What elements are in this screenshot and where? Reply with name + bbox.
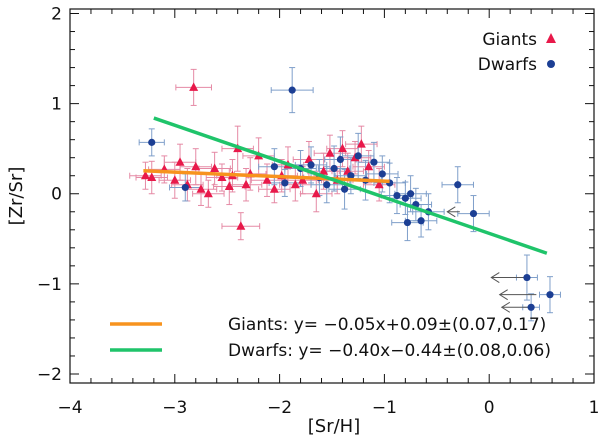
upper-limit-arrowhead <box>500 301 511 313</box>
y-tick-label: 2 <box>51 5 62 25</box>
dwarfs-point <box>288 86 296 94</box>
dwarfs-point <box>336 155 344 164</box>
y-tick-label: 1 <box>51 95 62 115</box>
dwarfs-point <box>401 194 409 202</box>
y-tick-label: 0 <box>51 185 62 205</box>
dwarfs-point <box>270 163 278 171</box>
x-tick-label: 1 <box>589 398 600 418</box>
x-tick-label: −4 <box>57 398 82 418</box>
giants-point <box>262 175 272 184</box>
dwarfs-point <box>340 185 349 193</box>
giants-point <box>147 172 157 182</box>
giants-point <box>175 157 185 166</box>
upper-limit-arrowhead <box>446 206 456 218</box>
giants-point <box>269 184 279 193</box>
dwarfs-point <box>393 191 401 200</box>
legend-dwarfs-marker <box>547 60 555 68</box>
x-tick-label: 0 <box>484 398 495 418</box>
y-tick-label: −1 <box>37 275 62 295</box>
dwarfs-point <box>181 183 189 192</box>
giants-point <box>224 181 234 191</box>
giants-point <box>217 172 227 182</box>
dwarfs-point <box>323 181 331 189</box>
giants-point <box>304 154 314 164</box>
dwarfs-point <box>148 138 156 146</box>
legend-giants-label: Giants <box>482 30 537 50</box>
giants-fit-line <box>143 169 390 184</box>
dwarfs-point <box>281 179 289 187</box>
dwarfs-point <box>378 170 386 178</box>
giants-point <box>170 175 180 184</box>
upper-limit-arrowhead <box>490 272 500 283</box>
giants-point <box>236 221 246 230</box>
dwarfs-point <box>307 161 315 169</box>
giants-point <box>298 175 308 184</box>
giants-point <box>319 166 329 175</box>
giants-point <box>356 139 366 148</box>
giants-point <box>374 179 384 189</box>
legend-dwarfs-label: Dwarfs <box>478 55 537 75</box>
dwarfs-point <box>370 158 378 166</box>
giants-point <box>241 179 251 189</box>
legend-giants-marker <box>546 33 556 43</box>
legend: Giants Dwarfs <box>478 30 556 75</box>
dwarfs-point <box>417 217 425 225</box>
x-tick-label: −1 <box>372 398 397 418</box>
x-axis-title: [Sr/H] <box>308 416 360 437</box>
dwarfs-point <box>407 190 415 198</box>
dwarfs-point <box>527 303 535 311</box>
giants-point <box>364 161 374 171</box>
dwarfs-point <box>403 218 412 227</box>
dwarfs-point <box>454 181 462 189</box>
giants-point <box>189 82 199 91</box>
giants-point <box>290 179 300 189</box>
x-tick-label: −3 <box>162 398 187 418</box>
dwarfs-fit-equation: Dwarfs: y= −0.40x−0.44±(0.08,0.06) <box>228 341 551 361</box>
dwarfs-point <box>354 152 362 160</box>
x-tick-label: −2 <box>267 398 292 418</box>
dwarfs-point <box>469 209 478 218</box>
plot-area: −4 −3 −2 −1 0 1 −2 −1 0 1 2 <box>37 5 599 418</box>
plot-frame <box>69 8 595 384</box>
dwarfs-point <box>523 273 531 282</box>
upper-limit-arrowhead <box>498 289 508 301</box>
giants-point <box>210 163 220 173</box>
giants-fit-equation: Giants: y= −0.05x+0.09±(0.07,0.17) <box>228 315 546 335</box>
giants-point <box>203 188 213 198</box>
fit-legend: Giants: y= −0.05x+0.09±(0.07,0.17) Dwarf… <box>110 315 551 361</box>
giants-point <box>196 184 206 193</box>
giants-point <box>140 170 150 180</box>
y-tick-label: −2 <box>37 365 62 385</box>
giants-point <box>325 148 335 157</box>
giants-point <box>337 143 347 153</box>
dwarfs-point <box>330 164 338 173</box>
dwarfs-point <box>546 291 554 299</box>
y-axis-title: [Zr/Sr] <box>6 167 27 226</box>
dwarfs-fit-line <box>153 116 548 255</box>
dwarfs-point <box>347 172 355 180</box>
giants-point <box>191 161 201 171</box>
giants-point <box>311 188 321 198</box>
